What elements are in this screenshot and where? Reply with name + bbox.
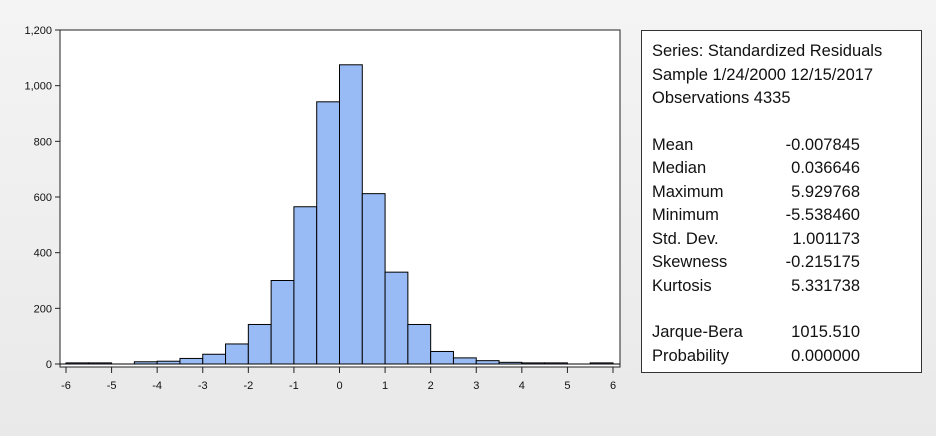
y-axis: 0 200 400 600 800 1,000 1,200 [24,25,60,371]
stat-value: 5.929768 [791,182,860,201]
y-tick-label: 1,000 [24,81,52,93]
histogram-bar [475,360,500,365]
stat-row: Kurtosis 5.331738 [652,275,921,299]
stat-value: 5.331738 [791,276,860,295]
x-tick-label: -1 [289,380,299,392]
stat-value: -0.007845 [785,135,860,154]
y-tick-label: 200 [34,303,52,315]
histogram-bar [361,193,386,365]
x-tick-label: 2 [428,380,434,392]
stat-value: 1.001173 [792,229,860,248]
stat-row: Minimum -5.538460 [652,204,921,228]
x-tick-label: -6 [61,380,71,392]
histogram-bar [293,206,318,365]
histogram-bar [452,357,477,365]
x-tick-label: 4 [519,380,525,392]
spacer [652,298,921,321]
stat-label: Std. Dev. [652,229,719,248]
normality-test: Jarque-Bera 1015.510 Probability 0.000000 [652,321,921,368]
histogram-bar [270,280,295,365]
histogram-bar [384,271,409,365]
x-tick-label: -3 [198,380,208,392]
y-tick-label: 600 [34,192,52,204]
x-tick-label: -4 [152,380,162,392]
y-tick-label: 400 [34,248,52,260]
test-row: Jarque-Bera 1015.510 [652,321,921,345]
histogram-bar [407,323,432,365]
stat-label: Maximum [652,182,724,201]
stat-label: Skewness [652,253,728,271]
histogram-bar [339,64,363,365]
stat-label: Median [652,159,707,177]
stat-label: Kurtosis [652,276,712,295]
stat-row: Std. Dev. 1.001173 [652,228,921,252]
stat-value: -5.538460 [785,206,860,224]
stat-label: Mean [652,135,694,154]
x-tick-label: 3 [473,380,479,392]
spacer [652,111,921,134]
stat-label: Jarque-Bera [652,323,743,341]
stat-value: -0.215175 [785,253,860,271]
test-row: Probability 0.000000 [652,345,921,369]
series-line: Series: Standardized Residuals [652,42,883,60]
x-tick-label: 6 [610,380,616,392]
stat-row: Maximum 5.929768 [652,181,921,205]
x-tick-label: -5 [107,380,117,392]
histogram-bar [247,323,272,365]
y-tick-label: 800 [34,136,52,148]
x-tick-label: -2 [243,380,253,392]
x-tick-label: 5 [564,380,570,392]
histogram-bar [316,101,341,365]
stat-row: Skewness -0.215175 [652,251,921,275]
stat-label: Probability [652,346,730,365]
histogram-bar [225,343,249,365]
descriptive-stats: Mean -0.007845 Median 0.036646 Maximum 5.9297… [652,134,921,299]
stat-value: 0.000000 [791,346,860,365]
statistics-panel: Series: Standardized Residuals Sample 1/… [641,30,922,373]
histogram-bar [179,357,204,365]
stat-row: Median 0.036646 [652,157,921,181]
y-tick-label: 0 [46,359,52,371]
x-tick-label: 1 [382,380,388,392]
y-tick-label: 1,200 [24,25,52,37]
stat-value: 0.036646 [791,159,860,177]
sample-line: Sample 1/24/2000 12/15/2017 [652,65,874,84]
stat-row: Mean -0.007845 [652,134,921,158]
stat-value: 1015.510 [791,323,860,341]
observations-line: Observations 4335 [652,89,791,107]
x-tick-label: 0 [336,380,342,392]
x-axis: -6 -5 -4 -3 -2 -1 0 1 2 3 4 5 6 [60,366,620,392]
histogram-bar [202,353,227,365]
stat-label: Minimum [652,206,719,224]
bars-layer [60,64,620,365]
histogram-bar [430,350,454,365]
